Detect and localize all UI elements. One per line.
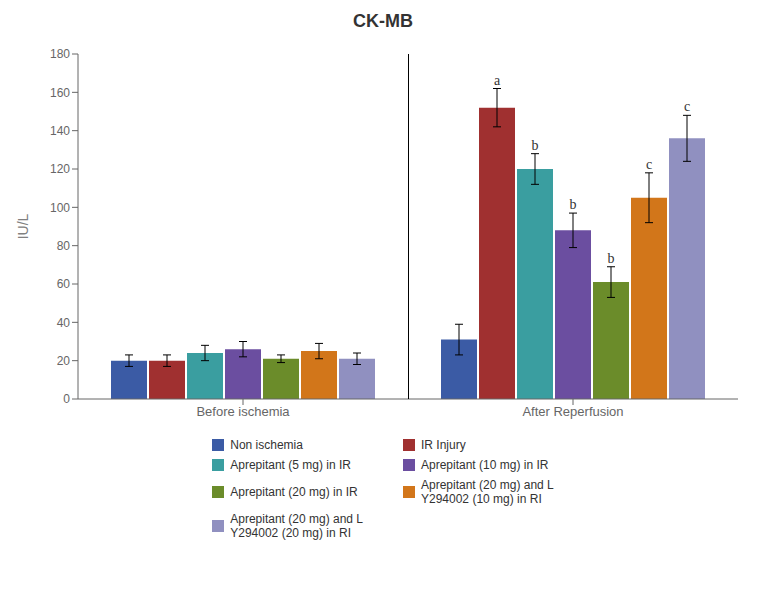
html-text:Aprepitant (20 mg) and L Y2940: Aprepitant (20 mg) and L Y294002 (20 mg)…: [230, 512, 363, 540]
svg-text:40: 40: [57, 316, 71, 330]
svg-text:80: 80: [57, 239, 71, 253]
svg-text:b: b: [532, 138, 539, 153]
html-text:Non ischemia: Non ischemia: [230, 438, 303, 452]
svg-text:c: c: [646, 157, 652, 172]
svg-text:160: 160: [50, 86, 70, 100]
svg-text:After Reperfusion: After Reperfusion: [522, 404, 623, 419]
svg-text:IU/L: IU/L: [15, 213, 31, 239]
html-text:IR Injury: IR Injury: [421, 438, 466, 452]
svg-text:0: 0: [63, 392, 70, 406]
html-text:Aprepitant (10 mg) in IR: Aprepitant (10 mg) in IR: [421, 458, 549, 472]
svg-text:Before ischemia: Before ischemia: [196, 404, 290, 419]
svg-text:c: c: [684, 99, 690, 114]
html-text:Aprepitant (20 mg) and L Y2940: Aprepitant (20 mg) and L Y294002 (10 mg)…: [421, 478, 554, 506]
html-text:Aprepitant (5 mg) in IR: Aprepitant (5 mg) in IR: [230, 458, 351, 472]
svg-text:140: 140: [50, 124, 70, 138]
svg-text:a: a: [494, 73, 501, 88]
svg-text:b: b: [608, 251, 615, 266]
html-text:Aprepitant (20 mg) in IR: Aprepitant (20 mg) in IR: [230, 485, 358, 499]
svg-text:120: 120: [50, 162, 70, 176]
svg-text:180: 180: [50, 47, 70, 61]
html-text:CK-MB: CK-MB: [353, 11, 413, 31]
svg-text:60: 60: [57, 277, 71, 291]
svg-text:20: 20: [57, 354, 71, 368]
svg-text:b: b: [570, 197, 577, 212]
svg-text:100: 100: [50, 201, 70, 215]
